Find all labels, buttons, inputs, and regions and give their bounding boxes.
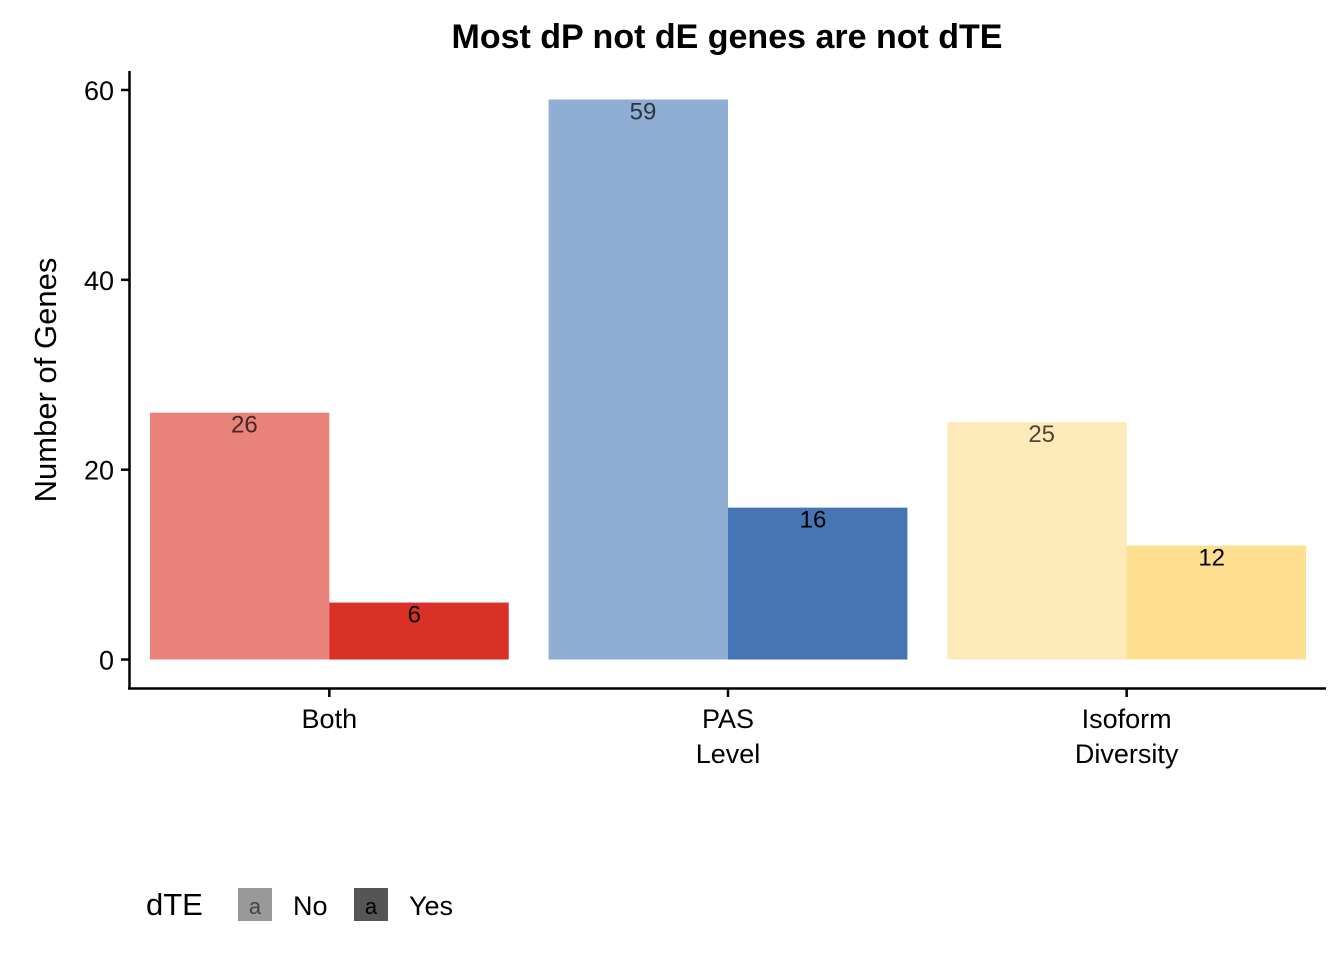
legend-key-glyph: a [249, 894, 262, 919]
legend-key-glyph: a [365, 894, 378, 919]
y-tick-label: 0 [99, 646, 114, 676]
x-tick-label: Diversity [1075, 739, 1179, 769]
legend-key [238, 888, 272, 921]
data-label: 59 [630, 98, 657, 125]
y-tick-label: 40 [84, 266, 114, 296]
data-label: 16 [800, 507, 827, 534]
data-label: 12 [1198, 545, 1225, 572]
legend-label: Yes [409, 891, 453, 921]
plot-area: 26 6 59 16 25 12 [149, 98, 1307, 660]
y-axis-label: Number of Genes [28, 258, 63, 503]
data-label: 26 [231, 412, 258, 439]
legend-label: No [293, 891, 328, 921]
legend-key [354, 888, 388, 921]
bar [329, 602, 509, 660]
x-tick-label: PAS [702, 704, 754, 734]
bar [947, 422, 1127, 660]
y-tick-label: 20 [84, 456, 114, 486]
data-label: 6 [408, 602, 421, 629]
legend-title: dTE [146, 887, 203, 922]
x-tick-label: Isoform [1082, 704, 1172, 734]
chart-title: Most dP not dE genes are not dTE [452, 18, 1003, 56]
y-tick-label: 60 [84, 76, 114, 106]
y-axis-ticks: 0 20 40 60 [84, 76, 129, 676]
bar [548, 99, 728, 660]
bar [728, 507, 908, 660]
legend: dTE a No a Yes [146, 887, 453, 922]
bar [149, 412, 330, 660]
bar [1126, 545, 1307, 660]
x-axis-ticks: Both PAS Level Isoform Diversity [302, 689, 1179, 769]
x-tick-label: Level [696, 739, 761, 769]
data-label: 25 [1028, 421, 1055, 448]
x-tick-label: Both [302, 704, 358, 734]
